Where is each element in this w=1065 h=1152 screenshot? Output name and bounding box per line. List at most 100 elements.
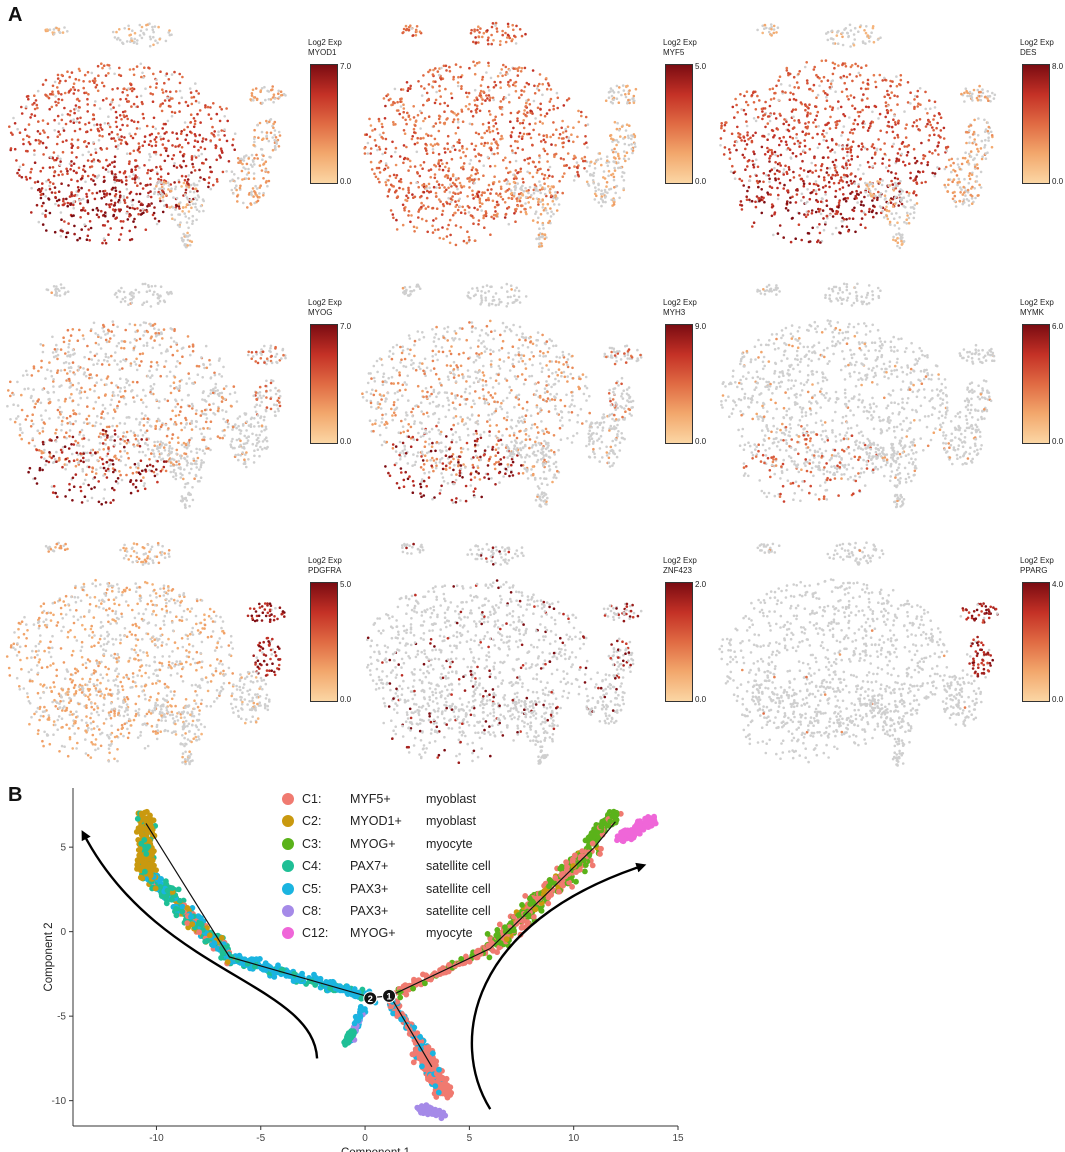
- cell-point: [12, 393, 15, 396]
- cell-point: [838, 120, 841, 123]
- cell-point: [109, 193, 112, 196]
- cell-point: [869, 190, 872, 193]
- cell-point: [425, 220, 428, 223]
- cell-point: [457, 126, 460, 129]
- cell-point: [22, 163, 25, 166]
- cell-point: [45, 209, 48, 212]
- cell-point: [208, 359, 211, 362]
- cell-point: [615, 144, 618, 147]
- cell-point: [879, 148, 882, 151]
- cell-point: [829, 86, 832, 89]
- cell-point: [536, 87, 539, 90]
- cell-point: [134, 133, 137, 136]
- cell-point: [115, 111, 118, 114]
- cell-point: [746, 143, 749, 146]
- cell-point: [894, 177, 897, 180]
- cell-point: [840, 106, 843, 109]
- cell-point: [154, 39, 157, 42]
- cell-point: [41, 182, 44, 185]
- cell-point: [128, 230, 131, 233]
- cell-point: [162, 143, 165, 146]
- cell-point: [87, 235, 90, 238]
- cell-point: [84, 140, 87, 143]
- cell-point: [178, 73, 181, 76]
- cell-point: [457, 177, 460, 180]
- cell-point: [121, 367, 124, 370]
- cell-point: [773, 32, 776, 35]
- cell-point: [191, 428, 194, 431]
- cell-point: [223, 115, 226, 118]
- cell-point: [76, 239, 79, 242]
- cell-point: [796, 193, 799, 196]
- cell-point: [174, 145, 177, 148]
- cell-point: [947, 178, 950, 181]
- cell-point: [822, 217, 825, 220]
- cell-point: [390, 184, 393, 187]
- cell-point: [803, 213, 806, 216]
- cell-point: [169, 371, 172, 374]
- cell-point: [521, 148, 524, 151]
- cell-point: [94, 355, 97, 358]
- cell-point: [510, 40, 513, 43]
- cell-point: [832, 161, 835, 164]
- cell-point: [514, 185, 517, 188]
- cell-point: [505, 71, 508, 74]
- cell-point: [817, 185, 820, 188]
- cell-point: [25, 105, 28, 108]
- cell-point: [524, 33, 527, 36]
- cell-point: [134, 338, 137, 341]
- cell-point: [525, 115, 528, 118]
- cell-point: [85, 473, 88, 476]
- cell-point: [957, 163, 960, 166]
- cell-point: [769, 193, 772, 196]
- cell-point: [426, 197, 429, 200]
- cell-point: [167, 172, 170, 175]
- cell-point: [505, 41, 508, 44]
- cell-point: [520, 89, 523, 92]
- cell-point: [78, 79, 81, 82]
- cell-point: [583, 167, 586, 170]
- cell-point: [887, 121, 890, 124]
- cell-point: [525, 190, 528, 193]
- cell-point: [420, 206, 423, 209]
- cell-point: [169, 91, 172, 94]
- cell-point: [496, 147, 499, 150]
- cell-point: [434, 80, 437, 83]
- cell-point: [517, 69, 520, 72]
- cell-point: [149, 45, 152, 48]
- cell-point: [897, 204, 900, 207]
- cell-point: [231, 170, 234, 173]
- cell-point: [278, 145, 281, 148]
- cell-point: [83, 338, 86, 341]
- scale-min-label: 0.0: [1052, 177, 1063, 186]
- cell-point: [789, 98, 792, 101]
- cell-point: [218, 138, 221, 141]
- cell-point: [993, 97, 996, 100]
- cell-point: [223, 429, 226, 432]
- cell-point: [78, 433, 81, 436]
- cell-point: [85, 145, 88, 148]
- cell-point: [447, 187, 450, 190]
- cell-point: [735, 149, 738, 152]
- cell-point: [806, 106, 809, 109]
- cell-point: [912, 125, 915, 128]
- cell-point: [869, 192, 872, 195]
- cell-point: [431, 225, 434, 228]
- cell-point: [731, 165, 734, 168]
- cell-point: [161, 127, 164, 130]
- cell-point: [586, 146, 589, 149]
- cell-point: [35, 99, 38, 102]
- cell-point: [190, 171, 193, 174]
- cell-point: [517, 205, 520, 208]
- cell-point: [82, 367, 85, 370]
- cell-point: [159, 344, 162, 347]
- cell-point: [449, 183, 452, 186]
- cell-point: [480, 194, 483, 197]
- cell-point: [782, 136, 785, 139]
- cell-point: [589, 173, 592, 176]
- cell-point: [106, 360, 109, 363]
- cell-point: [523, 159, 526, 162]
- cell-point: [985, 157, 988, 160]
- cell-point: [176, 166, 179, 169]
- cell-point: [140, 399, 143, 402]
